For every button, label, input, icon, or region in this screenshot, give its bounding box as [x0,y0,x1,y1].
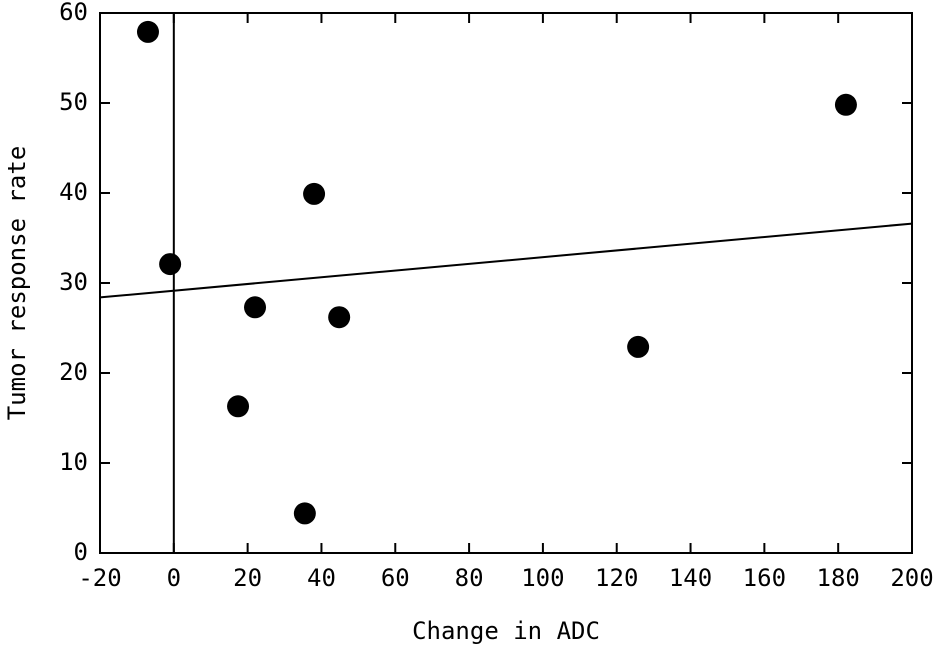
y-tick-label: 40 [59,178,88,206]
y-tick-label: 30 [59,268,88,296]
data-point [834,93,857,116]
x-tick-label: 80 [455,564,484,592]
data-point [328,306,351,329]
x-tick-label: -20 [78,564,121,592]
x-tick-label: 120 [595,564,638,592]
x-tick-label: 140 [669,564,712,592]
x-tick-label: 100 [521,564,564,592]
y-tick-label: 10 [59,448,88,476]
x-axis-title: Change in ADC [412,617,600,645]
x-tick-label: 160 [743,564,786,592]
data-point [136,20,159,43]
data-point [293,502,316,525]
x-tick-label: 60 [381,564,410,592]
x-tick-label: 0 [167,564,181,592]
data-point [303,182,326,205]
x-tick-label: 180 [817,564,860,592]
y-tick-label: 50 [59,88,88,116]
y-tick-label: 0 [74,538,88,566]
x-tick-label: 200 [890,564,933,592]
data-point [227,395,250,418]
data-point [244,296,267,319]
data-point [627,335,650,358]
plot-frame [99,12,913,554]
y-axis-title: Tumor response rate [3,146,31,421]
y-tick-label: 20 [59,358,88,386]
x-tick-label: 40 [307,564,336,592]
data-point [159,253,182,276]
x-tick-label: 20 [233,564,262,592]
y-tick-label: 60 [59,0,88,26]
trend-line [99,222,913,299]
